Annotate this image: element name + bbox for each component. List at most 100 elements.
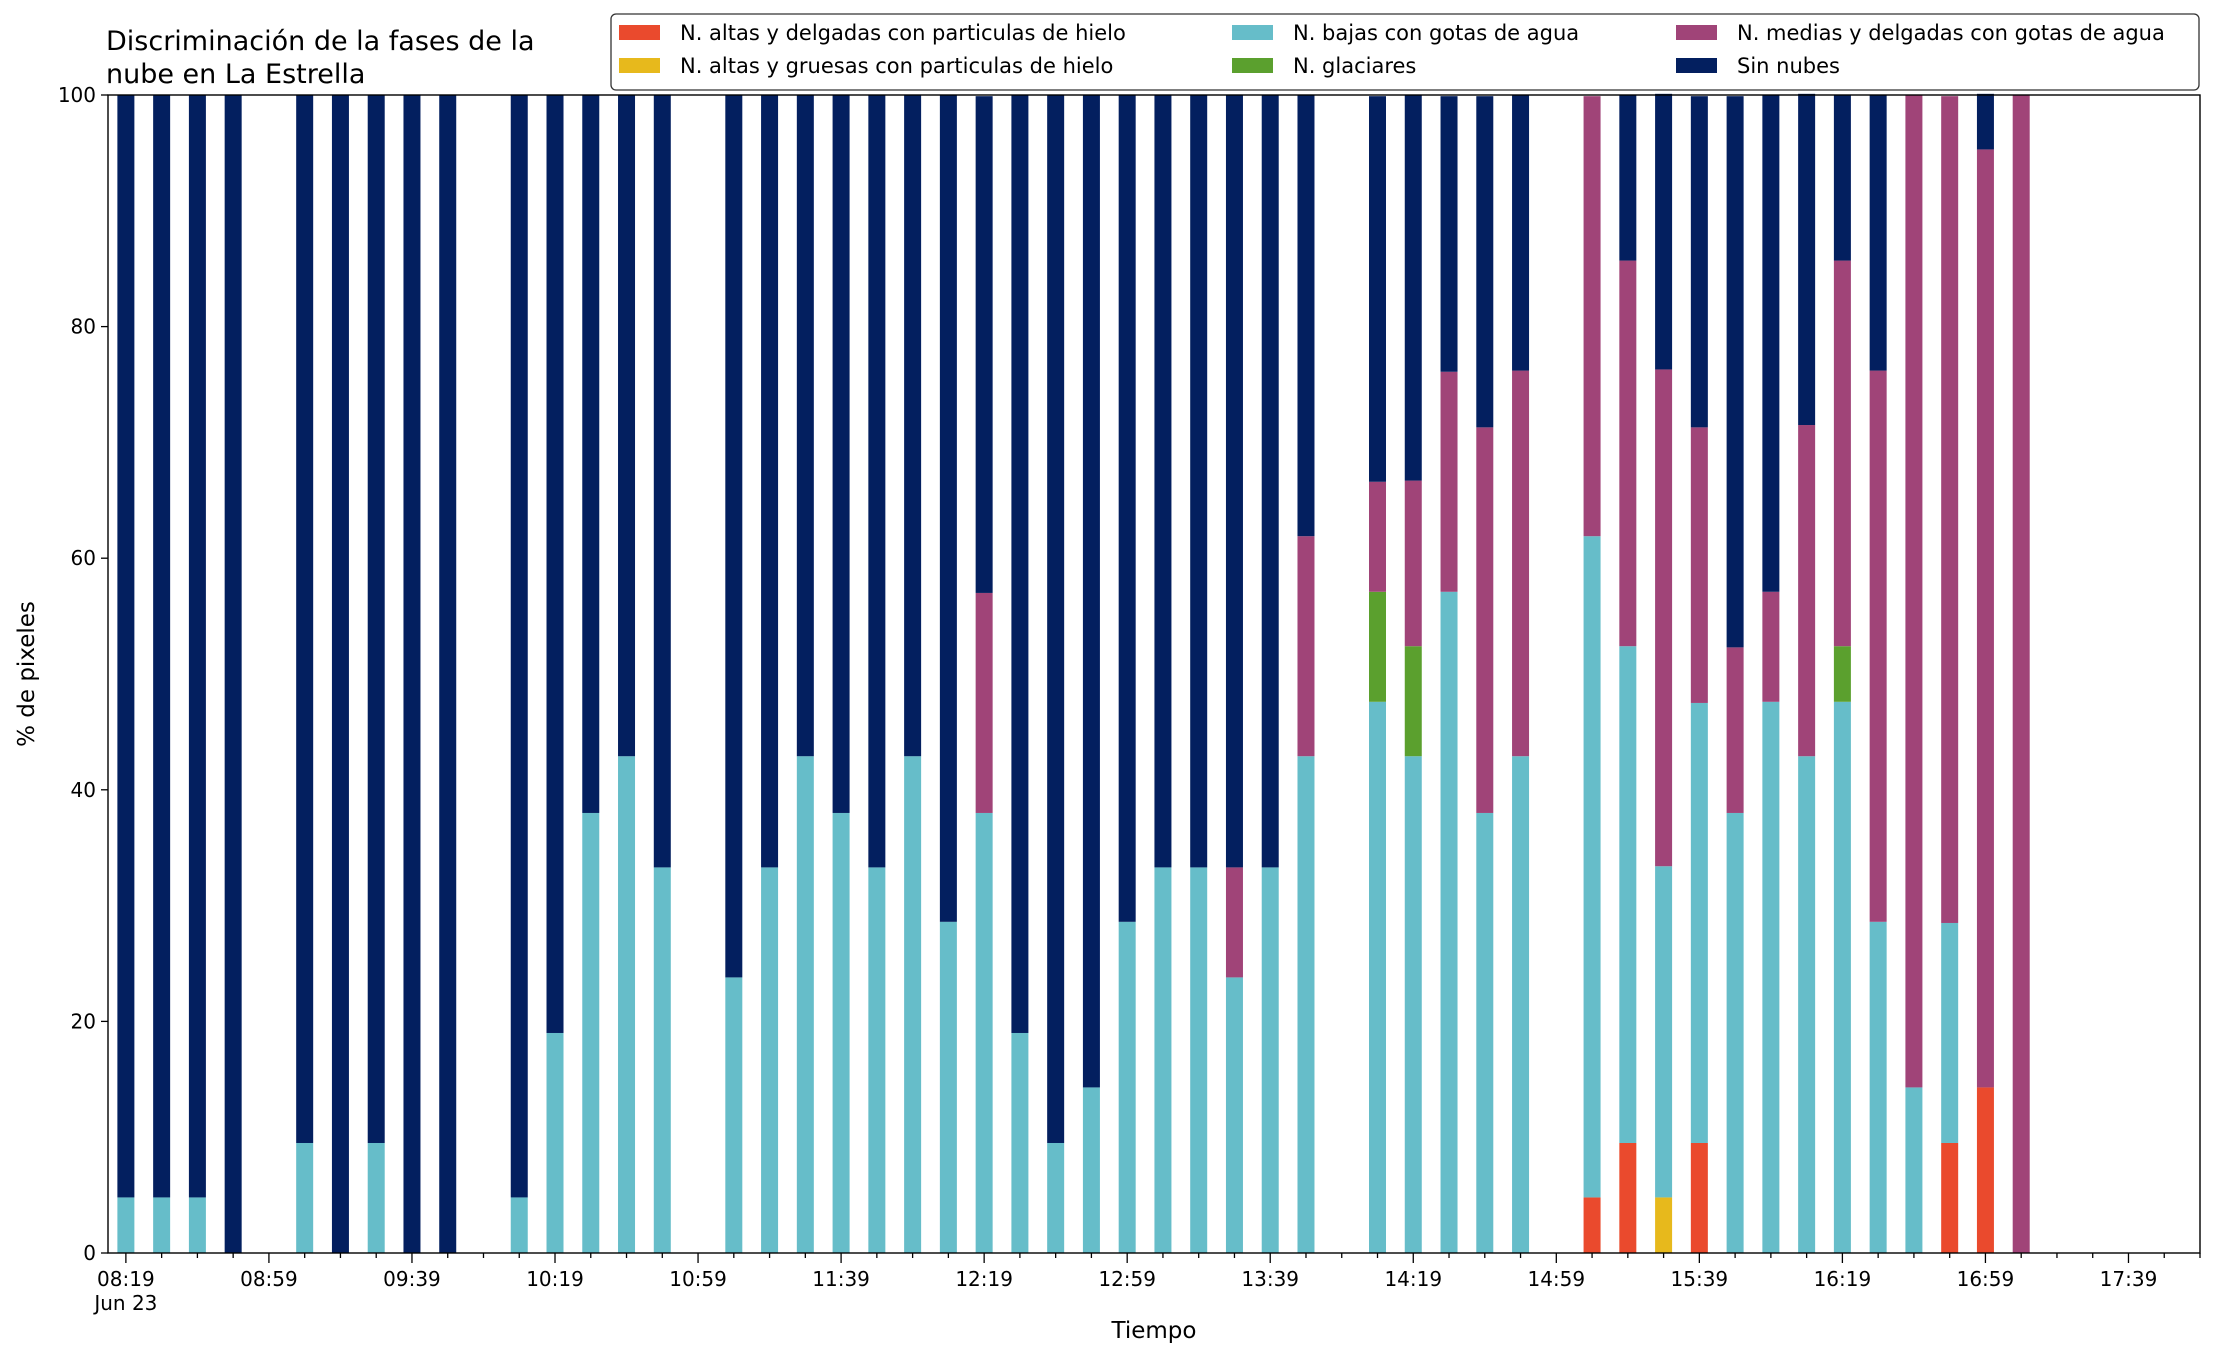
bar-1409-series-3 (1369, 591, 1386, 702)
chart-title-line-1: Discriminación de la fases de la (106, 26, 535, 57)
y-tick-label: 100 (58, 83, 96, 107)
bar-0829-series-2 (153, 1197, 171, 1253)
bar-1509-series-2 (1583, 536, 1601, 1198)
bar-1159-series-5 (904, 95, 922, 757)
bar-1629-series-2 (1869, 921, 1887, 1253)
bar-1709-series-4 (2012, 95, 2030, 1253)
bar-1559-series-2 (1762, 701, 1780, 1253)
bar-1119-series-2 (761, 867, 779, 1253)
bar-0929-series-2 (367, 1142, 385, 1253)
bar-0849-series-5 (224, 95, 242, 1253)
bar-0819-series-2 (117, 1197, 135, 1253)
bar-1659-series-5 (1976, 93, 1994, 150)
bar-1519-series-0 (1619, 1142, 1637, 1253)
bar-1419-series-4 (1404, 480, 1422, 647)
bar-1039-series-2 (618, 756, 636, 1253)
y-tick-label: 40 (71, 778, 96, 802)
bar-1549-series-4 (1726, 647, 1744, 813)
bar-1559-series-4 (1762, 591, 1780, 702)
x-tick-label: 12:59 (1098, 1267, 1156, 1291)
x-tick-label: 08:59 (240, 1267, 298, 1291)
bar-1619-series-4 (1833, 260, 1851, 647)
bar-1539-series-2 (1690, 702, 1708, 1143)
bar-1519-series-4 (1619, 260, 1637, 647)
bar-1619-series-3 (1833, 646, 1851, 702)
y-tick-label: 0 (83, 1241, 96, 1265)
bar-1319-series-2 (1190, 867, 1208, 1253)
legend-label: Sin nubes (1737, 54, 1840, 78)
legend-swatch (619, 58, 660, 73)
bar-1239-series-5 (1047, 95, 1065, 1143)
bar-0919-series-5 (331, 95, 349, 1253)
bar-1519-series-2 (1619, 646, 1637, 1143)
bar-1349-series-5 (1297, 95, 1315, 537)
x-tick-label: 10:59 (669, 1267, 727, 1291)
x-tick-label: 16:19 (1814, 1267, 1872, 1291)
bar-1149-series-2 (868, 867, 886, 1253)
bar-1329-series-2 (1225, 977, 1243, 1253)
bar-1349-series-4 (1297, 536, 1315, 757)
bar-1339-series-2 (1261, 867, 1279, 1253)
legend-swatch (1232, 58, 1273, 73)
legend-label: N. bajas con gotas de agua (1293, 21, 1579, 45)
bar-1609-series-4 (1798, 425, 1816, 757)
bar-1039-series-5 (618, 95, 636, 757)
bar-0839-series-5 (188, 95, 206, 1198)
bar-1409-series-4 (1369, 481, 1386, 592)
bar-1529-series-4 (1655, 369, 1673, 867)
bar-1019-series-2 (546, 1032, 564, 1253)
x-tick-label: 12:19 (955, 1267, 1013, 1291)
legend-swatch (1232, 25, 1273, 40)
bar-1339-series-5 (1261, 95, 1279, 868)
bar-1609-series-2 (1798, 756, 1816, 1253)
bar-1539-series-4 (1690, 427, 1708, 703)
bar-1549-series-5 (1726, 96, 1744, 648)
bar-1439-series-2 (1476, 812, 1494, 1253)
legend-swatch (1676, 58, 1717, 73)
x-tick-label: 11:39 (812, 1267, 870, 1291)
y-tick-label: 80 (71, 315, 96, 339)
bar-1259-series-5 (1118, 95, 1136, 922)
y-tick-label: 60 (71, 546, 96, 570)
bar-1159-series-2 (904, 756, 922, 1253)
x-tick-label: 14:59 (1527, 1267, 1585, 1291)
bar-1129-series-2 (796, 756, 814, 1253)
bar-0909-series-5 (296, 95, 314, 1143)
bar-1659-series-0 (1976, 1087, 1994, 1253)
bar-1629-series-4 (1869, 370, 1887, 922)
x-date-label: Jun 23 (92, 1291, 157, 1315)
bar-1449-series-5 (1512, 95, 1530, 371)
bar-1009-series-5 (510, 95, 528, 1198)
bar-1419-series-2 (1404, 756, 1422, 1253)
bar-1429-series-4 (1440, 371, 1458, 592)
bar-1419-series-5 (1404, 95, 1422, 481)
bar-1409-series-5 (1369, 96, 1386, 482)
bar-1539-series-5 (1690, 96, 1708, 428)
bar-1649-series-0 (1941, 1142, 1959, 1253)
bar-0909-series-2 (296, 1142, 314, 1253)
bar-1329-series-5 (1225, 95, 1243, 868)
bar-1209-series-2 (939, 921, 957, 1253)
bar-1529-series-2 (1655, 866, 1673, 1198)
bar-1219-series-5 (975, 96, 993, 593)
bar-1129-series-5 (796, 95, 814, 757)
bar-1439-series-5 (1476, 96, 1494, 428)
bar-1109-series-5 (725, 95, 743, 978)
bar-1549-series-2 (1726, 812, 1744, 1253)
bar-1049-series-2 (653, 867, 671, 1253)
y-axis: 0 20 40 60 80 100 (58, 83, 108, 1265)
bar-1249-series-5 (1082, 95, 1100, 1088)
bar-1109-series-2 (725, 977, 743, 1253)
chart-title-line-2: nube en La Estrella (106, 59, 365, 90)
bar-1029-series-5 (582, 95, 600, 813)
bar-1529-series-1 (1655, 1197, 1673, 1253)
x-tick-label: 08:19 (97, 1267, 155, 1291)
bar-0929-series-5 (367, 95, 385, 1143)
legend: N. altas y delgadas con particulas de hi… (610, 13, 2200, 91)
bar-1609-series-5 (1798, 93, 1816, 426)
bar-1249-series-2 (1082, 1087, 1100, 1253)
legend-label: N. glaciares (1293, 54, 1416, 78)
x-tick-label: 13:39 (1241, 1267, 1299, 1291)
bar-1229-series-5 (1011, 95, 1029, 1033)
